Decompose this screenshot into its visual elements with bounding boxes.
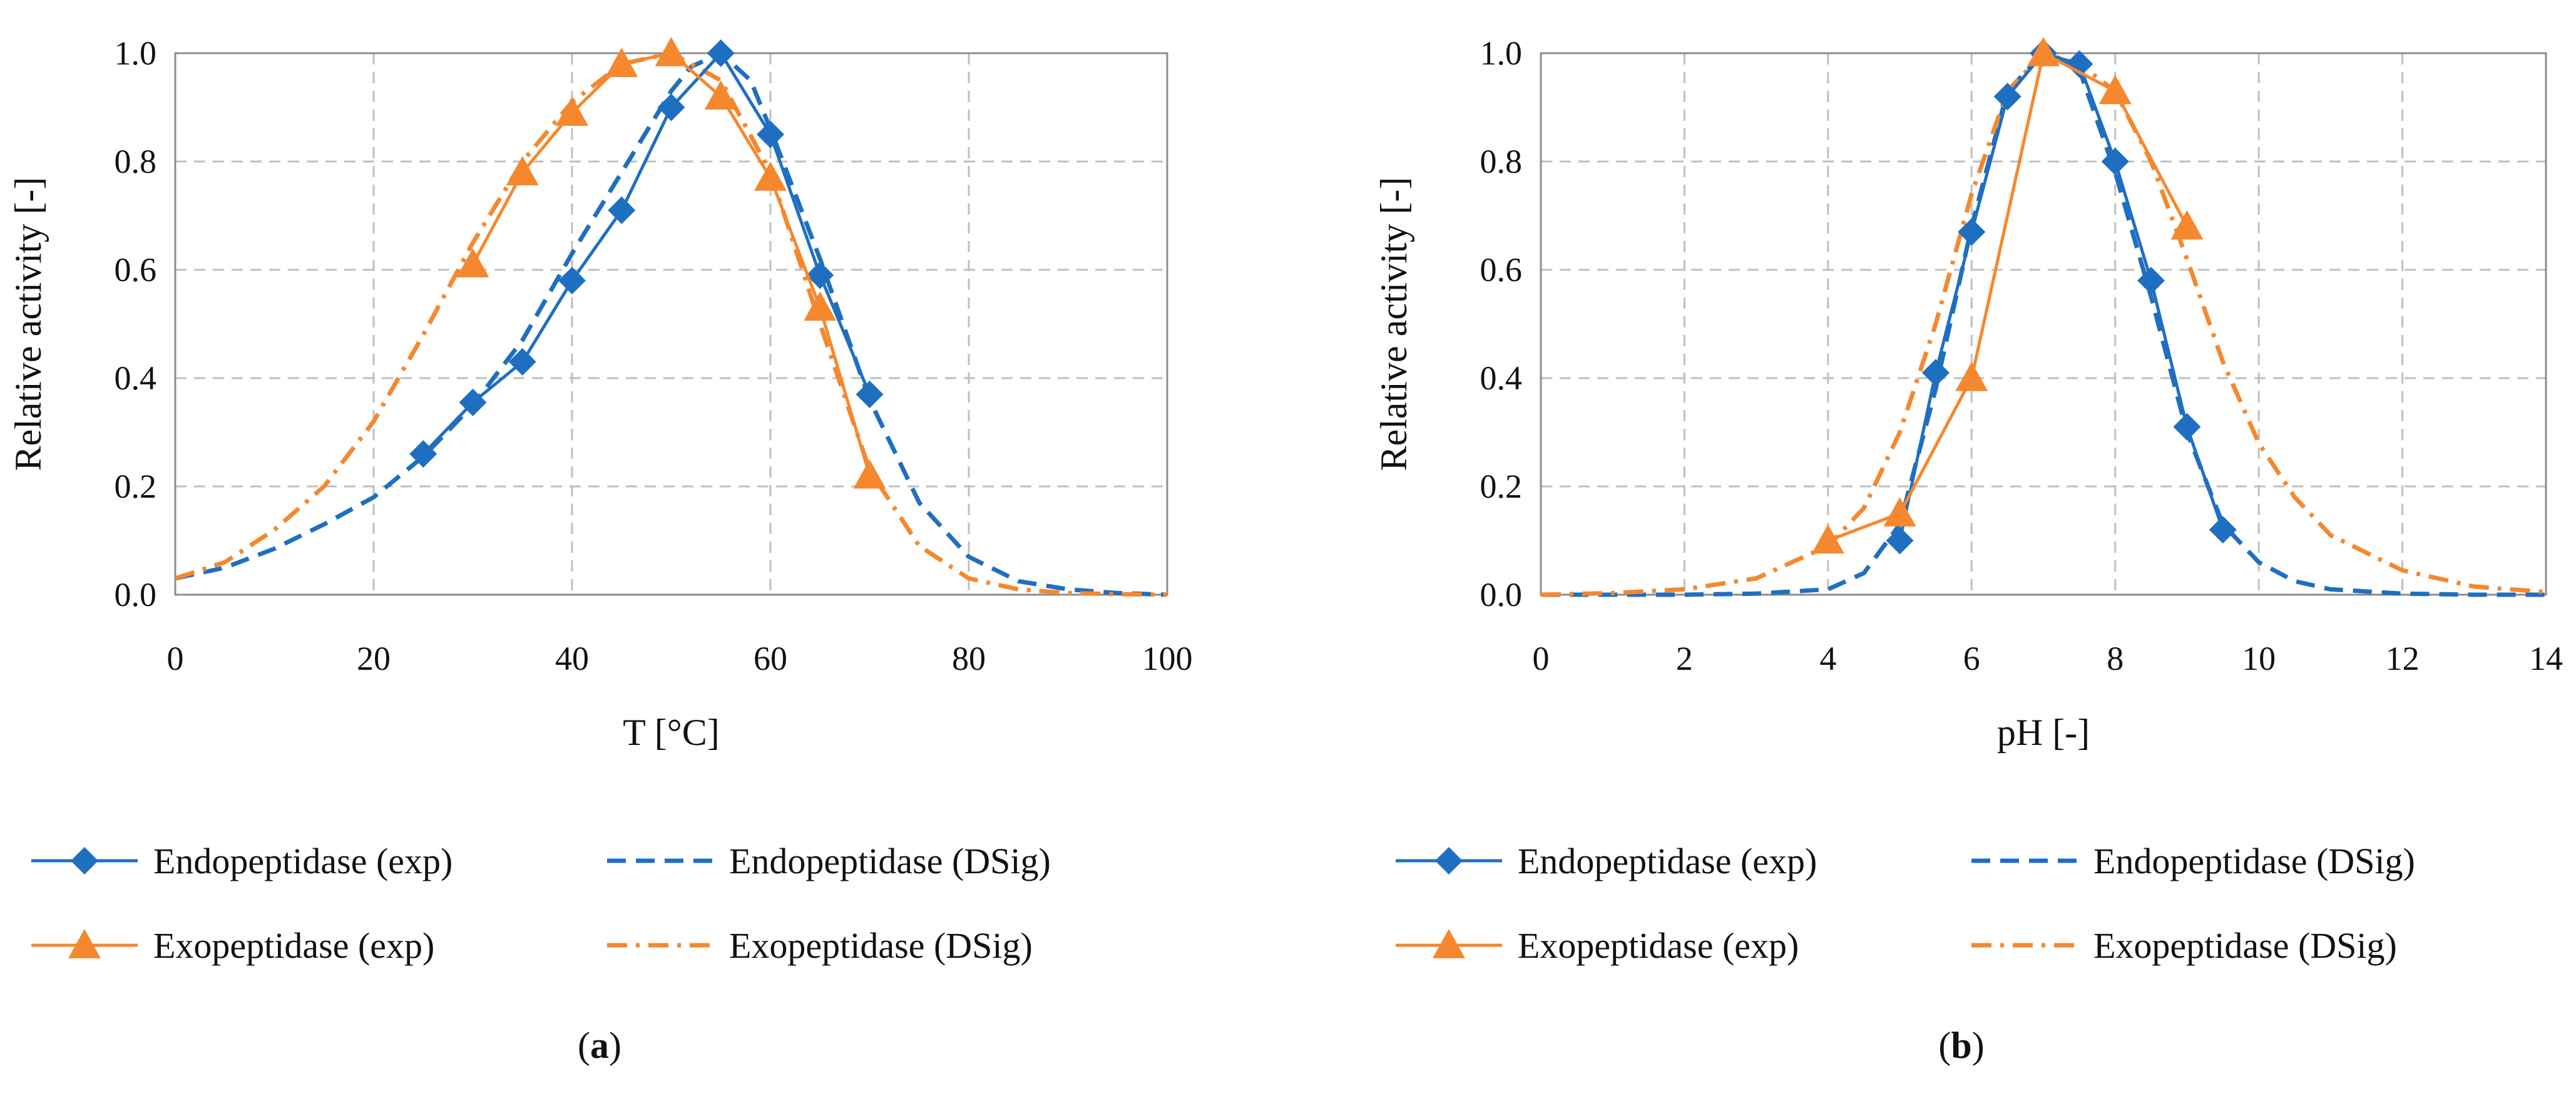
x-tick-label: 12 — [2386, 640, 2420, 677]
y-tick-label: 0.0 — [1480, 576, 1523, 613]
x-axis-title: T [°C] — [623, 712, 720, 753]
triangle-marker — [1433, 929, 1465, 958]
series-line-endopeptidase-dsig — [1541, 51, 2546, 597]
triangle-marker — [1811, 524, 1844, 554]
y-tick-label: 0.4 — [115, 359, 157, 397]
triangle-marker — [2170, 210, 2204, 240]
x-tick-label: 0 — [167, 640, 184, 677]
triangle-marker — [804, 291, 837, 321]
y-tick-label: 0.8 — [1480, 143, 1523, 180]
diamond-marker — [2209, 516, 2237, 544]
plot-area-frame — [1540, 52, 2547, 596]
triangle-marker — [2027, 37, 2060, 66]
series-line-exopeptidase-exp — [1827, 51, 2189, 542]
triangle-marker — [853, 459, 886, 489]
legend-item: Endopeptidase (exp) — [1396, 841, 1817, 881]
diamond-marker — [1435, 847, 1463, 875]
diamond-marker — [558, 267, 586, 295]
y-tick-label: 0.0 — [115, 576, 157, 613]
legend-label: Endopeptidase (DSig) — [729, 841, 1051, 881]
diamond-marker — [856, 380, 884, 408]
diamond-marker — [1921, 359, 1950, 387]
y-tick-label: 0.6 — [1480, 251, 1523, 289]
diamond-marker — [806, 261, 834, 289]
series-line-exopeptidase-dsig — [174, 51, 1168, 597]
diamond-marker — [1993, 83, 2021, 111]
x-tick-label: 4 — [1819, 640, 1836, 677]
y-axis-title: Relative activity [-] — [8, 177, 49, 471]
legend-label: Endopeptidase (DSig) — [2093, 841, 2415, 881]
panel-label: (a) — [578, 1025, 621, 1066]
series-line-endopeptidase-exp — [422, 51, 871, 455]
diamond-marker — [2101, 148, 2129, 175]
diamond-marker — [409, 440, 437, 468]
diamond-marker — [2065, 50, 2093, 78]
y-tick-label: 1.0 — [115, 34, 157, 72]
y-tick-label: 0.2 — [115, 468, 157, 505]
legend-label: Endopeptidase (exp) — [1518, 841, 1817, 881]
triangle-marker — [605, 48, 638, 78]
diamond-marker — [707, 39, 735, 67]
panel-b: 0 2 4 6 8 10 12 14 0.0 0.2 0.4 0.6 0.8 1.0 pH [-] Relat… — [1373, 34, 2563, 1066]
panel-a: 0 20 40 60 80 100 0.0 0.2 0.4 0.6 0.8 1.0 T [°C] Rela… — [8, 34, 1193, 1066]
legend-item: Exopeptidase (exp) — [31, 925, 434, 966]
legend-item: Exopeptidase (DSig) — [607, 925, 1033, 966]
legend-label: Exopeptidase (DSig) — [729, 925, 1033, 966]
legend-item: Exopeptidase (exp) — [1396, 925, 1799, 966]
x-tick-label: 0 — [1533, 640, 1550, 677]
triangle-marker — [456, 248, 489, 278]
y-tick-label: 0.6 — [115, 251, 157, 289]
diamond-marker — [2173, 413, 2201, 441]
triangle-marker — [754, 161, 787, 191]
y-tick-label: 0.8 — [115, 143, 157, 180]
triangle-marker — [506, 156, 539, 186]
x-tick-label: 40 — [555, 640, 589, 677]
legend-label: Exopeptidase (exp) — [1518, 925, 1799, 966]
series-line-endopeptidase-exp — [1898, 51, 2225, 541]
diamond-marker — [1886, 526, 1914, 555]
legend-item: Endopeptidase (DSig) — [1971, 841, 2415, 881]
diamond-marker — [757, 120, 784, 148]
triangle-marker — [655, 37, 688, 66]
x-tick-label: 2 — [1676, 640, 1693, 677]
legend-label: Exopeptidase (exp) — [153, 925, 434, 966]
legend-item: Exopeptidase (DSig) — [1971, 925, 2397, 966]
triangle-marker — [704, 80, 737, 110]
y-tick-label: 0.2 — [1480, 468, 1523, 505]
plot-area-frame — [174, 52, 1168, 596]
diamond-marker — [608, 196, 636, 224]
x-tick-label: 60 — [754, 640, 787, 677]
triangle-marker — [2098, 74, 2132, 105]
x-tick-label: 10 — [2242, 640, 2276, 677]
x-tick-label: 8 — [2107, 640, 2124, 677]
diamond-marker — [657, 93, 685, 121]
x-tick-label: 20 — [357, 640, 391, 677]
legend-item: Endopeptidase (exp) — [31, 841, 452, 881]
series-line-endopeptidase-dsig — [175, 51, 1168, 597]
diamond-marker — [508, 348, 536, 376]
triangle-marker — [68, 929, 101, 958]
legend-label: Exopeptidase (DSig) — [2093, 925, 2397, 966]
x-axis-title: pH [-] — [1997, 712, 2090, 753]
legend-item: Endopeptidase (DSig) — [607, 841, 1051, 881]
legend-label: Endopeptidase (exp) — [153, 841, 452, 881]
triangle-marker — [1955, 362, 1988, 391]
x-tick-label: 6 — [1963, 640, 1980, 677]
y-tick-label: 1.0 — [1480, 34, 1523, 72]
panel-label: (b) — [1938, 1025, 1984, 1066]
diamond-marker — [459, 388, 487, 416]
x-tick-label: 14 — [2529, 640, 2563, 677]
diamond-marker — [1958, 218, 1986, 246]
y-tick-label: 0.4 — [1480, 359, 1523, 397]
diamond-marker — [2137, 267, 2165, 295]
x-tick-label: 80 — [952, 640, 986, 677]
diamond-marker — [71, 847, 98, 875]
triangle-marker — [556, 96, 588, 126]
x-tick-label: 100 — [1142, 640, 1193, 677]
y-axis-title: Relative activity [-] — [1373, 177, 1414, 471]
series-line-exopeptidase-dsig — [1540, 51, 2547, 597]
triangle-marker — [1883, 497, 1916, 527]
